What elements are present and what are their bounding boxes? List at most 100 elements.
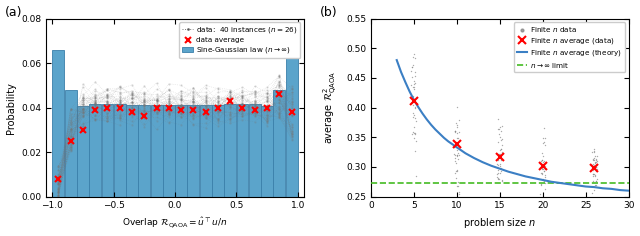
Point	[408, 115, 419, 119]
Finite $n$ average (theory)	[625, 189, 632, 192]
Point	[591, 157, 602, 161]
Point	[449, 152, 460, 156]
Point	[589, 147, 599, 151]
Point	[539, 169, 549, 173]
Point	[451, 177, 461, 180]
data average	[202, 111, 209, 114]
Finite $n$ average (theory)	[564, 183, 572, 185]
Finite $n$ average (theory)	[410, 98, 418, 101]
Point	[451, 140, 461, 144]
Point	[411, 119, 421, 123]
Point	[454, 192, 464, 195]
Point	[452, 148, 462, 152]
Point	[540, 178, 550, 182]
Point	[450, 159, 460, 163]
Finite $n$ average (theory)	[397, 71, 405, 73]
Point	[493, 128, 503, 131]
Point	[408, 85, 419, 89]
Finite $n$ average (theory)	[393, 59, 401, 62]
Point	[590, 161, 600, 165]
Point	[588, 174, 598, 177]
data average	[153, 106, 161, 109]
Point	[589, 188, 599, 192]
Point	[409, 52, 419, 56]
Point	[538, 154, 548, 157]
Point	[496, 147, 506, 151]
Point	[590, 160, 600, 164]
Point	[538, 178, 548, 181]
Finite $n$ average (theory)	[470, 157, 478, 160]
$n \rightarrow \infty$ limit	[376, 181, 383, 184]
Point	[454, 130, 464, 134]
Point	[408, 56, 418, 59]
Bar	[188, 105, 199, 197]
Finite $n$ average (theory)	[504, 170, 512, 173]
Point	[588, 168, 598, 172]
Point	[590, 173, 600, 177]
Finite $n$ average (theory)	[449, 143, 456, 146]
Point	[537, 158, 547, 161]
Bar	[175, 105, 187, 197]
data average	[251, 108, 259, 111]
Point	[536, 159, 546, 163]
Point	[497, 179, 508, 183]
Point	[588, 157, 598, 161]
Point	[588, 162, 598, 166]
Finite $n$ average (theory)	[582, 185, 589, 188]
data average	[275, 93, 283, 96]
Point	[410, 139, 420, 143]
Point	[410, 132, 420, 136]
Point	[453, 180, 463, 184]
Bar	[224, 104, 236, 197]
Point	[408, 131, 418, 134]
Finite $n$ average (theory)	[599, 187, 607, 190]
Finite $n$ average (theory)	[406, 90, 413, 93]
Point	[451, 122, 461, 125]
Point	[591, 183, 601, 187]
Point	[452, 168, 462, 172]
Point	[452, 153, 462, 157]
Point	[409, 131, 419, 135]
Point	[410, 132, 420, 135]
Finite $n$ average (data)	[539, 164, 547, 167]
Point	[406, 75, 417, 79]
Point	[536, 183, 546, 187]
Finite $n$ average (theory)	[488, 164, 495, 167]
$n \rightarrow \infty$ limit	[367, 181, 375, 184]
Point	[538, 177, 548, 181]
Point	[537, 162, 547, 166]
data average	[165, 106, 173, 109]
data average	[54, 177, 62, 180]
Point	[535, 192, 545, 196]
Point	[537, 151, 547, 154]
Point	[589, 172, 599, 176]
Point	[407, 101, 417, 105]
Point	[495, 164, 505, 168]
Point	[588, 173, 598, 176]
Point	[540, 136, 550, 140]
Point	[536, 163, 547, 167]
Bar	[249, 104, 260, 197]
Point	[496, 138, 506, 142]
Point	[536, 166, 547, 169]
Point	[536, 161, 547, 164]
Point	[588, 172, 598, 176]
Point	[493, 140, 503, 144]
X-axis label: Overlap $\mathcal{R}_{\mathrm{QAOA}} = \hat{u}^\top u/n$: Overlap $\mathcal{R}_{\mathrm{QAOA}} = \…	[122, 216, 228, 230]
Point	[591, 154, 602, 157]
Bar	[212, 105, 224, 197]
Finite $n$ average (theory)	[548, 180, 556, 183]
Finite $n$ average (theory)	[440, 136, 448, 139]
Bar	[89, 104, 101, 197]
Point	[449, 145, 460, 148]
Y-axis label: average $\mathcal{R}^2_{\mathrm{QAOA}}$: average $\mathcal{R}^2_{\mathrm{QAOA}}$	[323, 71, 340, 144]
Point	[591, 167, 602, 171]
Point	[452, 184, 463, 187]
Finite $n$ average (data)	[591, 167, 598, 169]
data average	[288, 111, 296, 114]
Point	[496, 158, 506, 162]
data average	[189, 108, 197, 111]
Legend: Finite $n$ data, Finite $n$ average (data), Finite $n$ average (theory), $n \rig: Finite $n$ data, Finite $n$ average (dat…	[514, 22, 625, 72]
Point	[536, 171, 546, 175]
Finite $n$ average (data)	[410, 100, 418, 102]
